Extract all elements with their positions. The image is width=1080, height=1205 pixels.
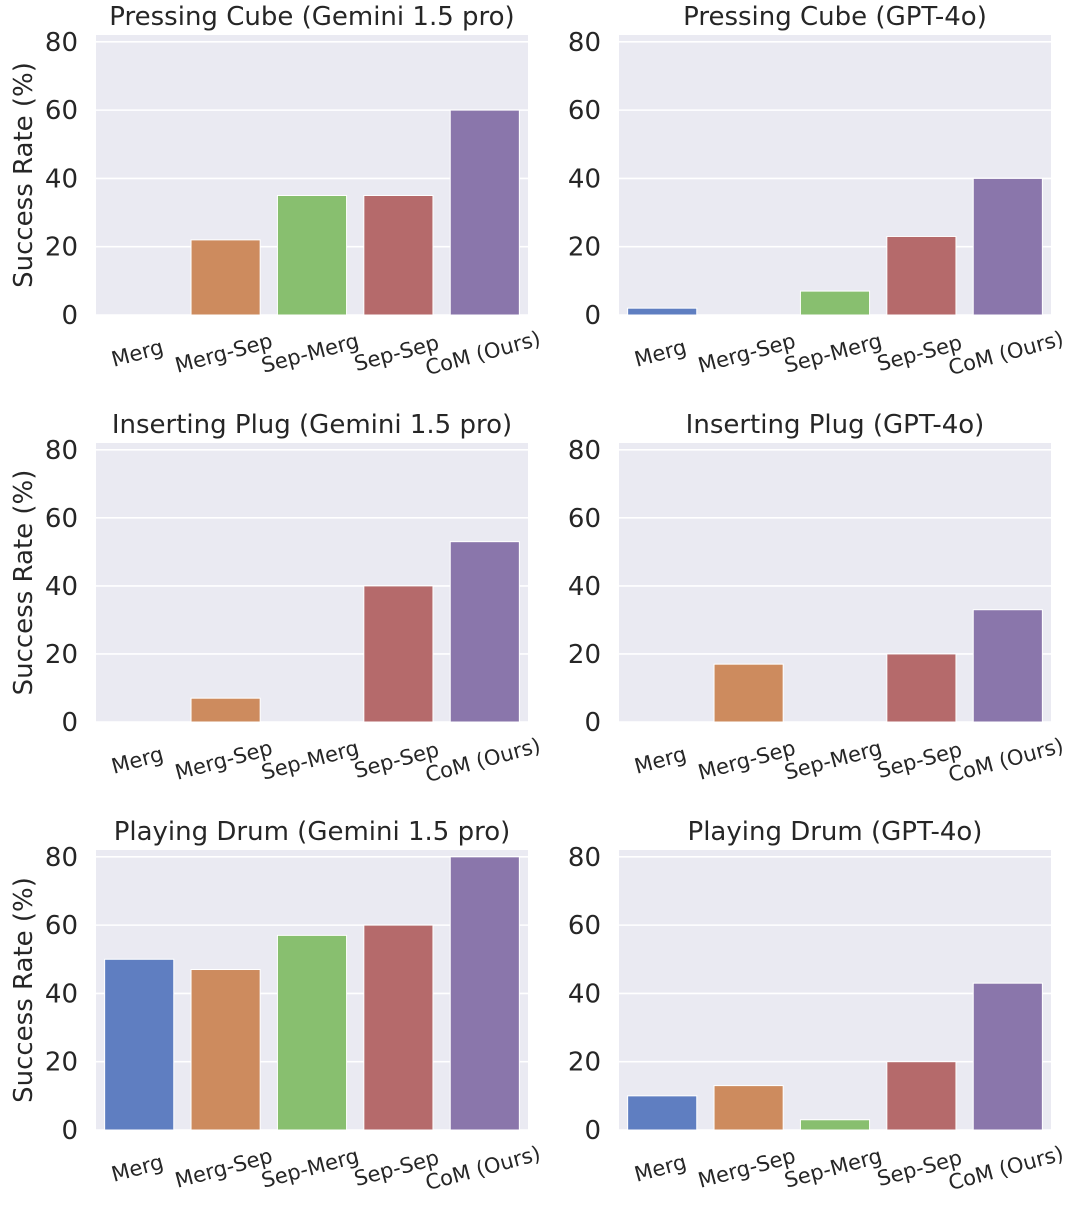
y-tick-label: 80 [45, 436, 78, 466]
bar-sep-merg [276, 934, 348, 1131]
bar-sep-sep [886, 1061, 957, 1131]
x-tick-label: Sep-Merg [259, 1144, 362, 1193]
x-tick-label: Merg [109, 742, 166, 779]
y-tick-label: 20 [45, 1048, 78, 1078]
x-tick-label: CoM (Ours) [946, 733, 1066, 787]
x-tick-label: Sep-Merg [259, 329, 362, 378]
x-tick-label: CoM (Ours) [946, 326, 1066, 380]
bar-merg [627, 1095, 698, 1131]
y-tick-label: 80 [45, 28, 78, 58]
x-tick-label: Merg [632, 335, 689, 372]
y-axis-label: Success Rate (%) [9, 470, 39, 696]
x-tick-label: Merg-Sep [172, 329, 275, 378]
y-tick-label: 0 [584, 301, 601, 331]
x-tick-label: Merg-Sep [695, 329, 798, 378]
y-tick-label: 40 [568, 164, 601, 194]
y-tick-label: 60 [568, 911, 601, 941]
y-tick-label: 20 [568, 1048, 601, 1078]
y-tick-label: 40 [568, 979, 601, 1009]
x-tick-label: Merg [632, 742, 689, 779]
y-tick-label: 20 [45, 640, 78, 670]
chart-title: Playing Drum (GPT-4o) [688, 817, 983, 847]
x-tick-label: Merg-Sep [172, 1144, 275, 1193]
x-tick-label: Merg-Sep [172, 736, 275, 785]
y-tick-label: 60 [568, 96, 601, 126]
bar-com-ours [449, 109, 520, 316]
y-tick-label: 80 [45, 843, 78, 873]
bar-sep-sep [363, 924, 434, 1131]
x-tick-label: Sep-Merg [259, 736, 362, 785]
bar-merg-sep [190, 969, 261, 1131]
bar-sep-merg [276, 194, 348, 316]
x-tick-label: Merg-Sep [695, 736, 798, 785]
y-tick-label: 20 [45, 233, 78, 263]
y-tick-label: 40 [45, 979, 78, 1009]
y-tick-label: 60 [45, 504, 78, 534]
y-axis-label: Success Rate (%) [9, 877, 39, 1103]
y-tick-label: 60 [45, 96, 78, 126]
y-tick-label: 80 [568, 28, 601, 58]
bar-sep-sep [363, 194, 434, 316]
bar-com-ours [449, 856, 520, 1131]
y-tick-label: 40 [568, 572, 601, 602]
bar-sep-merg [799, 1119, 871, 1131]
x-tick-label: CoM (Ours) [946, 1141, 1066, 1195]
bar-sep-merg [799, 290, 871, 316]
x-tick-label: CoM (Ours) [423, 733, 543, 787]
y-tick-label: 80 [568, 436, 601, 466]
y-tick-label: 0 [584, 708, 601, 738]
y-tick-label: 0 [61, 301, 78, 331]
x-tick-label: Sep-Merg [782, 1144, 885, 1193]
bar-merg-sep [190, 697, 261, 723]
x-tick-label: Merg [632, 1150, 689, 1187]
x-tick-label: CoM (Ours) [423, 1141, 543, 1195]
bar-sep-sep [886, 235, 957, 316]
y-tick-label: 60 [45, 911, 78, 941]
x-tick-label: Merg [109, 1150, 166, 1187]
chart-title: Inserting Plug (GPT-4o) [686, 410, 985, 440]
y-tick-label: 0 [61, 1116, 78, 1146]
x-tick-label: Merg [109, 335, 166, 372]
chart-title: Playing Drum (Gemini 1.5 pro) [114, 817, 511, 847]
bar-merg [104, 958, 175, 1131]
bar-merg-sep [713, 663, 784, 723]
x-tick-label: Merg-Sep [695, 1144, 798, 1193]
bar-com-ours [972, 609, 1043, 723]
chart-title: Pressing Cube (Gemini 1.5 pro) [109, 2, 514, 32]
y-axis-label: Success Rate (%) [9, 62, 39, 288]
bar-com-ours [972, 982, 1043, 1131]
y-tick-label: 20 [568, 233, 601, 263]
bar-merg [627, 307, 698, 316]
x-tick-label: Sep-Merg [782, 329, 885, 378]
y-tick-label: 60 [568, 504, 601, 534]
chart-title: Pressing Cube (GPT-4o) [683, 2, 987, 32]
x-tick-label: CoM (Ours) [423, 326, 543, 380]
bar-sep-sep [363, 585, 434, 723]
bar-com-ours [449, 541, 520, 723]
x-tick-label: Sep-Merg [782, 736, 885, 785]
y-tick-label: 0 [61, 708, 78, 738]
bar-sep-sep [886, 653, 957, 723]
y-tick-label: 40 [45, 164, 78, 194]
bar-merg-sep [190, 239, 261, 316]
y-tick-label: 80 [568, 843, 601, 873]
y-tick-label: 0 [584, 1116, 601, 1146]
bar-com-ours [972, 177, 1043, 316]
y-tick-label: 40 [45, 572, 78, 602]
y-tick-label: 20 [568, 640, 601, 670]
chart-title: Inserting Plug (Gemini 1.5 pro) [112, 410, 512, 440]
bar-merg-sep [713, 1085, 784, 1131]
